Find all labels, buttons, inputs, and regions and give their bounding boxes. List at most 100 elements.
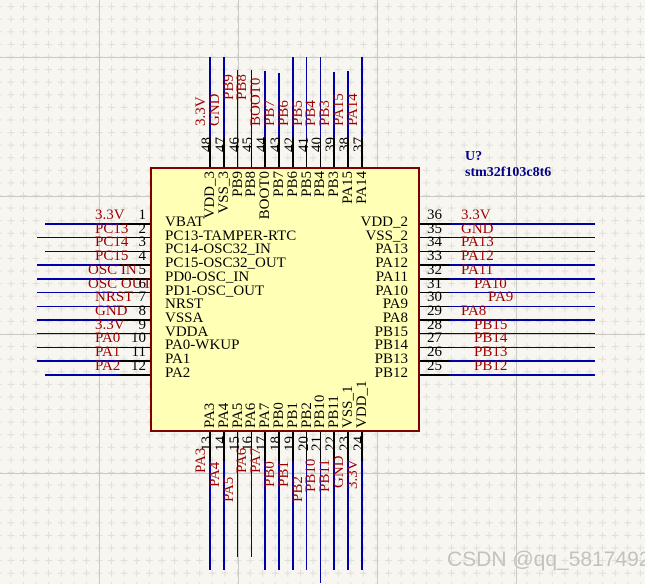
net-wire[interactable] xyxy=(45,223,121,225)
pin-stub[interactable] xyxy=(120,360,151,362)
net-wire[interactable] xyxy=(250,461,253,557)
net-wire[interactable] xyxy=(37,236,121,239)
net-label[interactable]: PA12 xyxy=(461,248,494,265)
net-wire[interactable] xyxy=(37,305,121,307)
pin-stub[interactable] xyxy=(120,346,151,349)
pin-stub[interactable] xyxy=(419,291,450,294)
net-label[interactable]: 3.3V xyxy=(461,207,491,223)
pin-stub[interactable] xyxy=(209,137,211,168)
net-wire[interactable] xyxy=(37,291,121,294)
net-wire[interactable] xyxy=(450,236,595,239)
pin-stub[interactable] xyxy=(419,278,450,280)
net-wire[interactable] xyxy=(223,461,225,570)
net-label[interactable]: 3.3V xyxy=(344,459,361,489)
net-label[interactable]: PB12 xyxy=(474,357,508,374)
pin-stub[interactable] xyxy=(120,223,151,225)
net-wire[interactable] xyxy=(278,73,280,138)
net-wire[interactable] xyxy=(250,70,253,138)
pin-stub[interactable] xyxy=(361,137,363,168)
net-label[interactable]: PB15 xyxy=(474,316,508,333)
net-wire[interactable] xyxy=(305,57,308,138)
pin-stub[interactable] xyxy=(419,346,450,349)
net-wire[interactable] xyxy=(264,461,266,570)
net-wire[interactable] xyxy=(450,346,595,349)
pin-stub[interactable] xyxy=(319,431,322,462)
net-wire[interactable] xyxy=(37,346,121,349)
pin-stub[interactable] xyxy=(333,431,335,462)
net-wire[interactable] xyxy=(37,360,121,362)
net-label[interactable]: PA14 xyxy=(344,93,361,126)
pin-stub[interactable] xyxy=(120,319,151,321)
net-label[interactable]: GND xyxy=(95,302,128,319)
net-wire[interactable] xyxy=(333,461,335,570)
pin-stub[interactable] xyxy=(319,137,322,168)
pin-stub[interactable] xyxy=(292,137,294,168)
pin-stub[interactable] xyxy=(419,374,450,376)
net-label[interactable]: OSC OUT xyxy=(88,275,152,292)
net-label[interactable]: PB14 xyxy=(474,330,508,347)
net-label[interactable]: OSC IN xyxy=(88,261,137,278)
net-label[interactable]: PA0 xyxy=(95,330,121,347)
pin-stub[interactable] xyxy=(292,431,294,462)
net-label[interactable]: PB13 xyxy=(474,344,508,361)
net-wire[interactable] xyxy=(236,461,239,557)
pin-stub[interactable] xyxy=(250,431,253,462)
net-label[interactable]: PA11 xyxy=(461,261,494,278)
net-wire[interactable] xyxy=(450,319,595,321)
pin-stub[interactable] xyxy=(120,278,151,280)
pin-stub[interactable] xyxy=(120,374,151,376)
pin-stub[interactable] xyxy=(278,137,280,168)
net-wire[interactable] xyxy=(450,374,595,376)
pin-stub[interactable] xyxy=(278,431,280,462)
net-label[interactable]: GND xyxy=(461,220,494,237)
net-wire[interactable] xyxy=(45,374,121,376)
net-wire[interactable] xyxy=(292,461,294,570)
pin-stub[interactable] xyxy=(264,137,266,168)
net-label[interactable]: PC13 xyxy=(95,220,129,237)
net-label[interactable]: PA8 xyxy=(461,302,487,319)
pin-stub[interactable] xyxy=(223,431,225,462)
pin-stub[interactable] xyxy=(419,360,450,362)
ic-body[interactable] xyxy=(150,167,420,432)
net-wire[interactable] xyxy=(45,250,121,253)
net-label[interactable]: 3.3V xyxy=(95,207,125,223)
pin-stub[interactable] xyxy=(419,305,450,307)
net-wire[interactable] xyxy=(450,305,595,307)
pin-stub[interactable] xyxy=(120,264,151,266)
pin-stub[interactable] xyxy=(120,291,151,294)
pin-stub[interactable] xyxy=(347,431,349,462)
net-wire[interactable] xyxy=(450,332,595,335)
net-wire[interactable] xyxy=(361,57,363,138)
designator[interactable]: U? xyxy=(465,149,483,164)
pin-stub[interactable] xyxy=(209,431,211,462)
net-wire[interactable] xyxy=(264,71,266,138)
pin-stub[interactable] xyxy=(250,137,253,168)
pin-stub[interactable] xyxy=(333,137,335,168)
net-wire[interactable] xyxy=(347,71,349,138)
net-wire[interactable] xyxy=(450,278,595,280)
pin-stub[interactable] xyxy=(361,431,363,462)
net-label[interactable]: 3.3V xyxy=(95,316,125,333)
pin-stub[interactable] xyxy=(236,431,239,462)
net-wire[interactable] xyxy=(209,461,211,570)
net-wire[interactable] xyxy=(236,70,239,138)
net-wire[interactable] xyxy=(223,57,225,138)
net-wire[interactable] xyxy=(278,461,280,570)
net-wire[interactable] xyxy=(305,461,308,570)
pin-stub[interactable] xyxy=(419,332,450,335)
pin-stub[interactable] xyxy=(264,431,266,462)
net-wire[interactable] xyxy=(319,461,322,583)
pin-stub[interactable] xyxy=(305,137,308,168)
pin-stub[interactable] xyxy=(120,250,151,253)
pin-stub[interactable] xyxy=(120,305,151,307)
net-wire[interactable] xyxy=(209,57,211,138)
pin-stub[interactable] xyxy=(236,137,239,168)
net-wire[interactable] xyxy=(450,250,595,253)
net-wire[interactable] xyxy=(450,223,595,225)
net-wire[interactable] xyxy=(361,461,363,570)
pin-stub[interactable] xyxy=(419,250,450,253)
net-wire[interactable] xyxy=(292,57,294,138)
net-wire[interactable] xyxy=(333,72,335,138)
pin-stub[interactable] xyxy=(419,319,450,321)
net-wire[interactable] xyxy=(319,57,322,138)
